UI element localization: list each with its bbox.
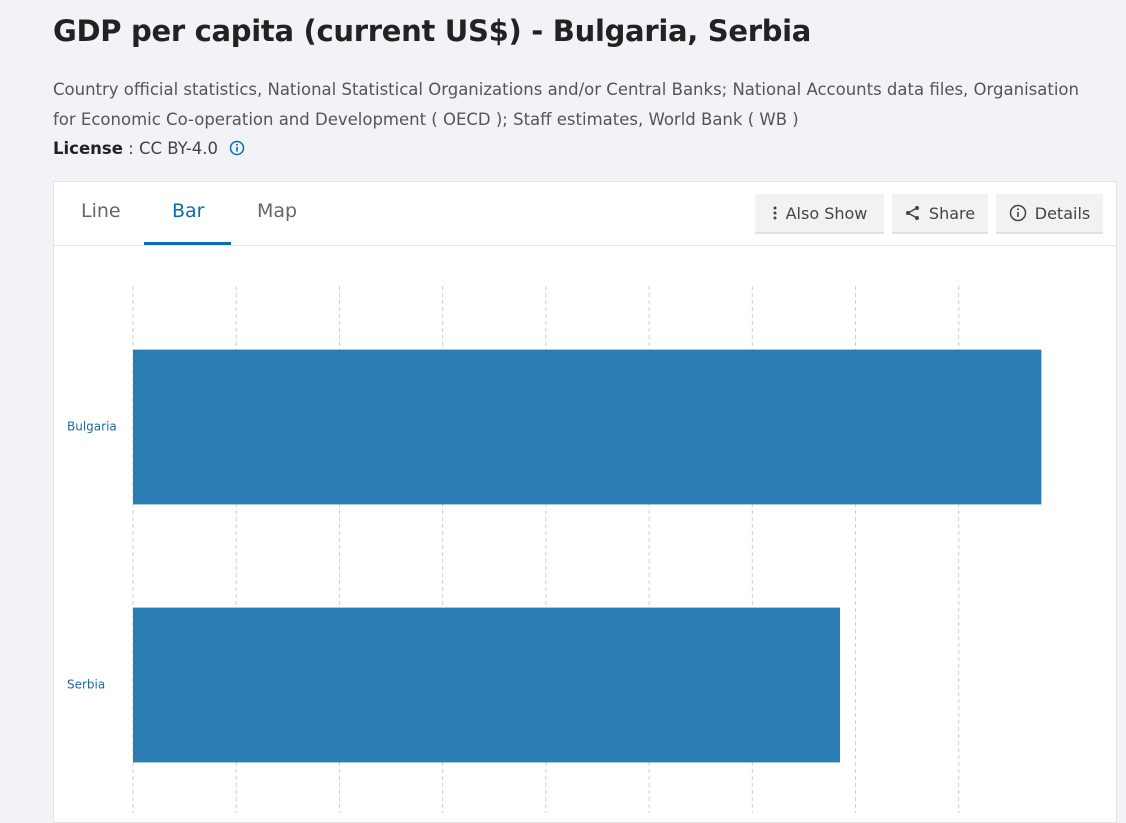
tab-bar: Line Bar Map Also Show Share Details xyxy=(54,182,1116,246)
y-tick-label: Bulgaria xyxy=(67,420,117,434)
icon xyxy=(1009,204,1027,222)
button-label: Also Show xyxy=(785,203,868,223)
button-label: Share xyxy=(928,203,976,223)
license-value: : CC BY-4.0 xyxy=(128,139,218,158)
icon xyxy=(905,206,919,220)
share-button[interactable]: Share xyxy=(892,194,988,234)
bar xyxy=(133,349,1042,505)
y-tick-label: Serbia xyxy=(67,678,105,692)
license-label: License xyxy=(53,139,123,158)
icon xyxy=(773,206,777,220)
page-title: GDP per capita (current US$) - Bulgaria,… xyxy=(53,14,812,48)
tab[interactable]: Line xyxy=(81,200,121,222)
tab-underline xyxy=(144,242,231,245)
info-icon[interactable] xyxy=(229,140,245,156)
details-button[interactable]: Details xyxy=(996,194,1103,234)
source: Country official statistics, National St… xyxy=(53,80,1079,129)
also-show-button[interactable]: Also Show xyxy=(755,194,884,234)
tab[interactable]: Map xyxy=(257,200,298,222)
bar xyxy=(133,607,841,763)
button-label: Details xyxy=(1034,203,1091,223)
license: License : CC BY-4.0 xyxy=(53,139,245,158)
tab-active[interactable]: Bar xyxy=(172,200,205,222)
